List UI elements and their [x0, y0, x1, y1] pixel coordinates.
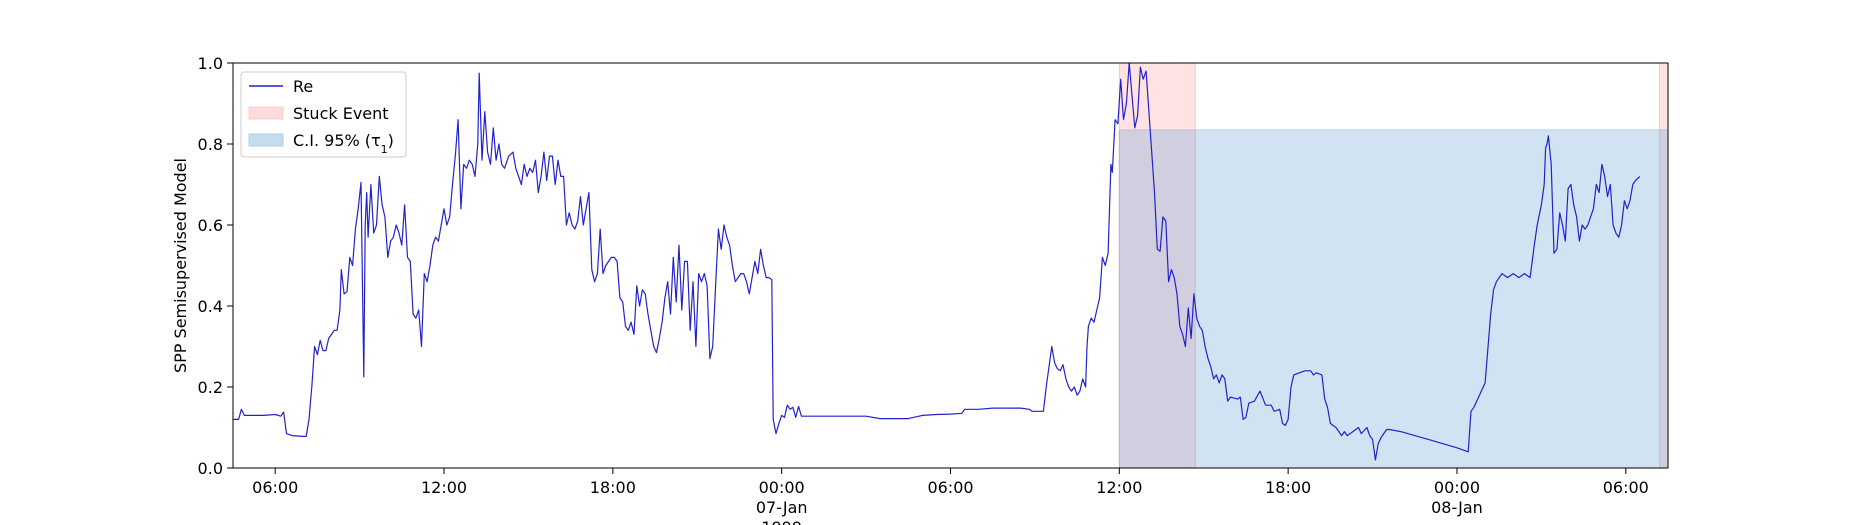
x-tick-label: 18:00 [590, 478, 636, 497]
y-tick-label: 1.0 [198, 54, 223, 73]
y-tick-label: 0.8 [198, 135, 223, 154]
series-line-re [233, 62, 1641, 461]
x-tick-label: 00:00 [759, 478, 805, 497]
stuck-event-region [1118, 62, 1196, 469]
x-tick-label: 06:00 [252, 478, 298, 497]
x-axis: 06:0012:0018:0000:0007-Jan199906:0012:00… [252, 468, 1649, 525]
legend-swatch-patch [248, 106, 284, 120]
x-tick-label: 18:00 [1265, 478, 1311, 497]
x-tick-label: 00:00 [1434, 478, 1480, 497]
x-tick-label: 12:00 [421, 478, 467, 497]
confidence-interval-band [1118, 129, 1669, 469]
legend-label: Re [293, 77, 313, 96]
x-tick-date-label: 08-Jan [1431, 498, 1483, 517]
y-axis: 0.0 0.2 0.4 0.6 0.8 1.0 [198, 54, 233, 478]
y-tick-label: 0.6 [198, 216, 223, 235]
x-tick-year-label: 1999 [761, 518, 802, 525]
x-tick-label: 06:00 [927, 478, 973, 497]
y-tick-label: 0.2 [198, 378, 223, 397]
x-tick-label: 12:00 [1096, 478, 1142, 497]
y-tick-label: 0.0 [198, 459, 223, 478]
shaded-regions [1118, 62, 1669, 469]
x-tick-date-label: 07-Jan [756, 498, 808, 517]
y-tick-label: 0.4 [198, 297, 223, 316]
x-tick-label: 06:00 [1603, 478, 1649, 497]
series-layer [233, 62, 1641, 461]
legend-label: Stuck Event [293, 104, 389, 123]
legend-swatch-patch [248, 133, 284, 147]
y-axis-label: SPP Semisupervised Model [171, 158, 190, 373]
